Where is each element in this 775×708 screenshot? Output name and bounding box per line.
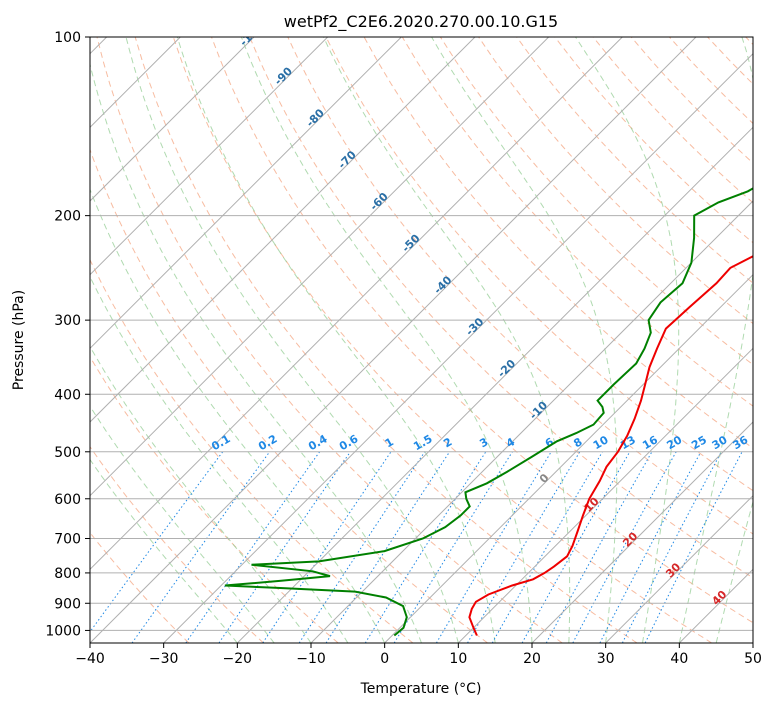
dry-adiabat (90, 445, 264, 643)
x-tick-label: 30 (597, 651, 615, 667)
moist-adiabat (678, 37, 753, 643)
moist-adiabat (90, 275, 349, 643)
y-tick-label: 800 (54, 566, 81, 582)
isotherm-line (90, 37, 697, 643)
moist-adiabat (575, 37, 680, 643)
dry-adiabat (287, 37, 753, 535)
isotherm-line (457, 347, 753, 643)
isotherm-line (384, 273, 753, 643)
isotherm-line (605, 494, 753, 643)
moist-adiabat (240, 37, 533, 643)
x-tick-label: 50 (744, 651, 762, 667)
isotherm-line (90, 37, 623, 571)
moist-adiabat (125, 37, 459, 643)
mixing-ratio-lines (90, 451, 743, 643)
dry-adiabat (96, 37, 563, 643)
mixing-ratio-line (435, 451, 552, 643)
x-tick-label: −20 (223, 651, 253, 667)
mixing-ratio-line (364, 451, 487, 643)
moist-adiabat (90, 188, 386, 643)
dry-adiabat (90, 258, 414, 643)
dry-adiabat (211, 37, 753, 624)
dry-adiabat (325, 37, 753, 492)
moist-adiabat (715, 499, 753, 643)
y-tick-label: 400 (54, 387, 81, 403)
mixing-ratio-line (218, 451, 351, 643)
y-tick-label: 700 (54, 532, 81, 548)
isotherm-line (90, 37, 402, 350)
mixing-ratio-line (545, 451, 653, 643)
y-tick-label: 600 (54, 492, 81, 508)
x-tick-label: −40 (75, 651, 105, 667)
mixing-ratio-line (325, 451, 451, 643)
y-tick-label: 200 (54, 209, 81, 225)
isotherm-line (90, 37, 255, 202)
y-axis-label: Pressure (hPa) (11, 290, 27, 390)
moist-adiabats (90, 37, 753, 643)
mixing-ratio-line (572, 451, 677, 643)
mixing-ratio-line (298, 451, 426, 643)
mixing-ratio-line (185, 451, 321, 643)
mixing-ratio-line (131, 451, 271, 643)
x-tick-label: −10 (296, 651, 326, 667)
y-axis-ticks: 100 200 300 400 500 600 700 800 900 1000 (45, 30, 90, 639)
mixing-ratio-line (90, 451, 224, 633)
isotherm-line (90, 37, 476, 423)
mixing-ratio-line (599, 451, 702, 643)
mixing-ratio-line (521, 451, 631, 643)
dewpoint-line (224, 187, 753, 637)
moist-adiabat (90, 458, 238, 643)
isotherm-label: -100 (237, 20, 266, 49)
x-tick-label: 40 (670, 651, 688, 667)
y-tick-label: 1000 (45, 623, 81, 639)
moist-adiabat (431, 37, 618, 643)
y-tick-label: 100 (54, 30, 81, 46)
y-tick-label: 900 (54, 596, 81, 612)
dry-adiabat (172, 37, 712, 643)
isotherm-line (90, 37, 329, 276)
dry-adiabat (516, 37, 753, 284)
x-tick-label: −30 (149, 651, 179, 667)
plot-frame (89, 36, 754, 644)
chart-title: wetPf2_C2E6.2020.270.00.10.G15 (284, 12, 558, 32)
dry-adiabat (134, 37, 638, 643)
moist-adiabat (90, 62, 422, 643)
moist-adiabat (323, 37, 571, 643)
isotherm-line (236, 126, 753, 643)
x-axis-label: Temperature (°C) (360, 681, 482, 697)
dry-adiabats (90, 37, 753, 643)
isotherm-line (163, 52, 753, 643)
moist-adiabat (90, 405, 275, 643)
mixing-ratio-line (262, 451, 392, 643)
x-tick-label: 20 (523, 651, 541, 667)
x-tick-label: 10 (449, 651, 467, 667)
x-axis-ticks: −40 −30 −20 −10 0 10 20 30 40 50 (75, 643, 762, 667)
isotherms (90, 37, 753, 643)
dry-adiabat (90, 355, 339, 643)
y-tick-label: 500 (54, 445, 81, 461)
moist-adiabat (176, 37, 496, 643)
isotherm-line (531, 421, 753, 643)
dry-adiabat (249, 37, 753, 579)
mixing-ratio-line (644, 451, 743, 643)
y-tick-label: 300 (54, 313, 81, 329)
x-tick-label: 0 (380, 651, 389, 667)
isotherm-line (90, 37, 550, 497)
temperature-line (468, 255, 753, 636)
